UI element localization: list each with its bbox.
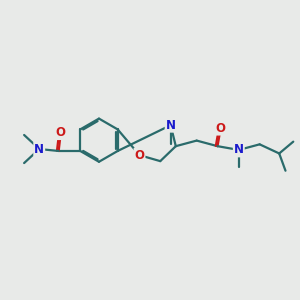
Text: N: N [34, 142, 44, 155]
Text: N: N [234, 143, 244, 156]
Text: O: O [134, 149, 145, 162]
Text: N: N [166, 119, 176, 132]
Text: O: O [56, 126, 66, 139]
Text: O: O [216, 122, 226, 135]
